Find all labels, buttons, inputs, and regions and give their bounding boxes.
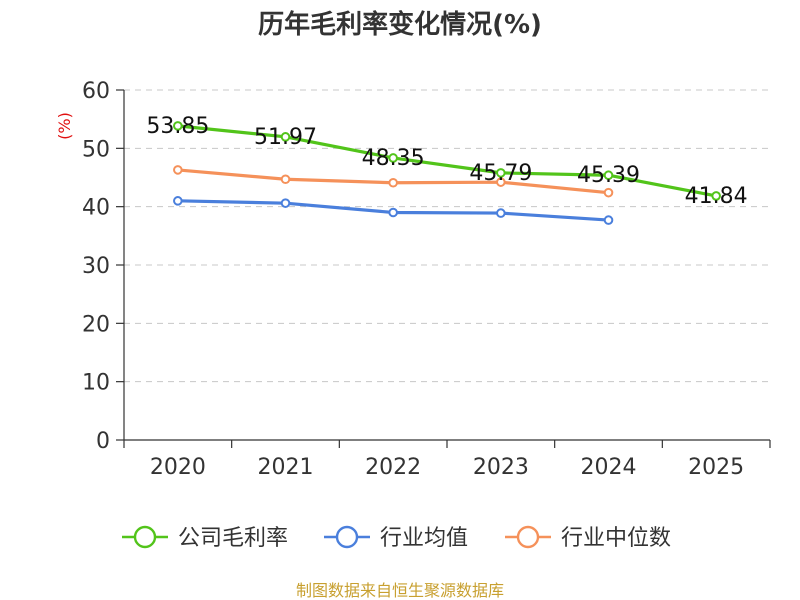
legend[interactable]: 公司毛利率 行业均值 行业中位数 bbox=[122, 525, 671, 551]
x-tick-label: 2022 bbox=[365, 455, 421, 480]
y-tick-label: 30 bbox=[82, 254, 110, 279]
series-2-point bbox=[280, 174, 291, 185]
y-axis-unit: (%) bbox=[55, 112, 74, 140]
legend-marker bbox=[133, 525, 157, 549]
grid-lines bbox=[124, 89, 770, 383]
series-2-point bbox=[603, 187, 614, 198]
series-1-point bbox=[173, 196, 183, 206]
series-0-point bbox=[173, 121, 183, 131]
data-label: 48.35 bbox=[362, 146, 425, 171]
legend-marker bbox=[335, 525, 359, 549]
data-label: 51.97 bbox=[254, 125, 317, 150]
series-0-point bbox=[603, 170, 614, 181]
series-2-point bbox=[496, 177, 506, 187]
y-tick-label: 40 bbox=[82, 196, 110, 221]
series-0-point bbox=[711, 191, 721, 201]
y-tick-label: 60 bbox=[82, 79, 110, 104]
data-label: 53.85 bbox=[146, 114, 209, 139]
y-tick-label: 0 bbox=[96, 429, 110, 454]
series-2-point bbox=[173, 165, 183, 175]
series-1-point bbox=[603, 215, 614, 225]
chart-title: 历年毛利率变化情况(%) bbox=[258, 9, 542, 40]
x-tick-label: 2020 bbox=[150, 455, 206, 480]
data-labels: 53.85 51.97 48.35 45.79 45.39 41.84 bbox=[146, 114, 747, 209]
series-2-point bbox=[388, 177, 398, 188]
source-note: 制图数据来自恒生聚源数据库 bbox=[296, 581, 504, 600]
data-label: 45.39 bbox=[577, 163, 640, 188]
series-line-0 bbox=[176, 124, 718, 198]
data-label: 41.84 bbox=[685, 184, 748, 209]
series-1-point bbox=[280, 198, 291, 208]
series-0-point bbox=[280, 132, 291, 142]
y-tick-label: 50 bbox=[82, 137, 110, 162]
y-tick-label: 20 bbox=[82, 312, 110, 337]
legend-label: 公司毛利率 bbox=[178, 526, 288, 551]
legend-item-0[interactable]: 公司毛利率 bbox=[122, 525, 288, 551]
legend-label: 行业均值 bbox=[380, 526, 468, 551]
series-0-point bbox=[496, 168, 506, 178]
data-label: 45.79 bbox=[469, 161, 532, 186]
legend-marker bbox=[516, 525, 540, 549]
legend-label: 行业中位数 bbox=[561, 526, 671, 551]
legend-item-1[interactable]: 行业均值 bbox=[324, 525, 468, 551]
x-tick-label: 2023 bbox=[473, 455, 529, 480]
series-1-point bbox=[388, 207, 398, 218]
axes: 0 10 20 30 40 50 60 2020 2021 2022 2023 2024 2025 bbox=[82, 79, 771, 480]
y-tick-label: 10 bbox=[82, 371, 110, 396]
x-tick-label: 2024 bbox=[581, 455, 637, 480]
x-tick-label: 2025 bbox=[688, 455, 744, 480]
series-0-point bbox=[388, 153, 398, 163]
legend-item-2[interactable]: 行业中位数 bbox=[505, 525, 671, 551]
series-1-point bbox=[496, 208, 506, 218]
x-tick-label: 2021 bbox=[258, 455, 314, 480]
series-lines bbox=[173, 121, 721, 225]
